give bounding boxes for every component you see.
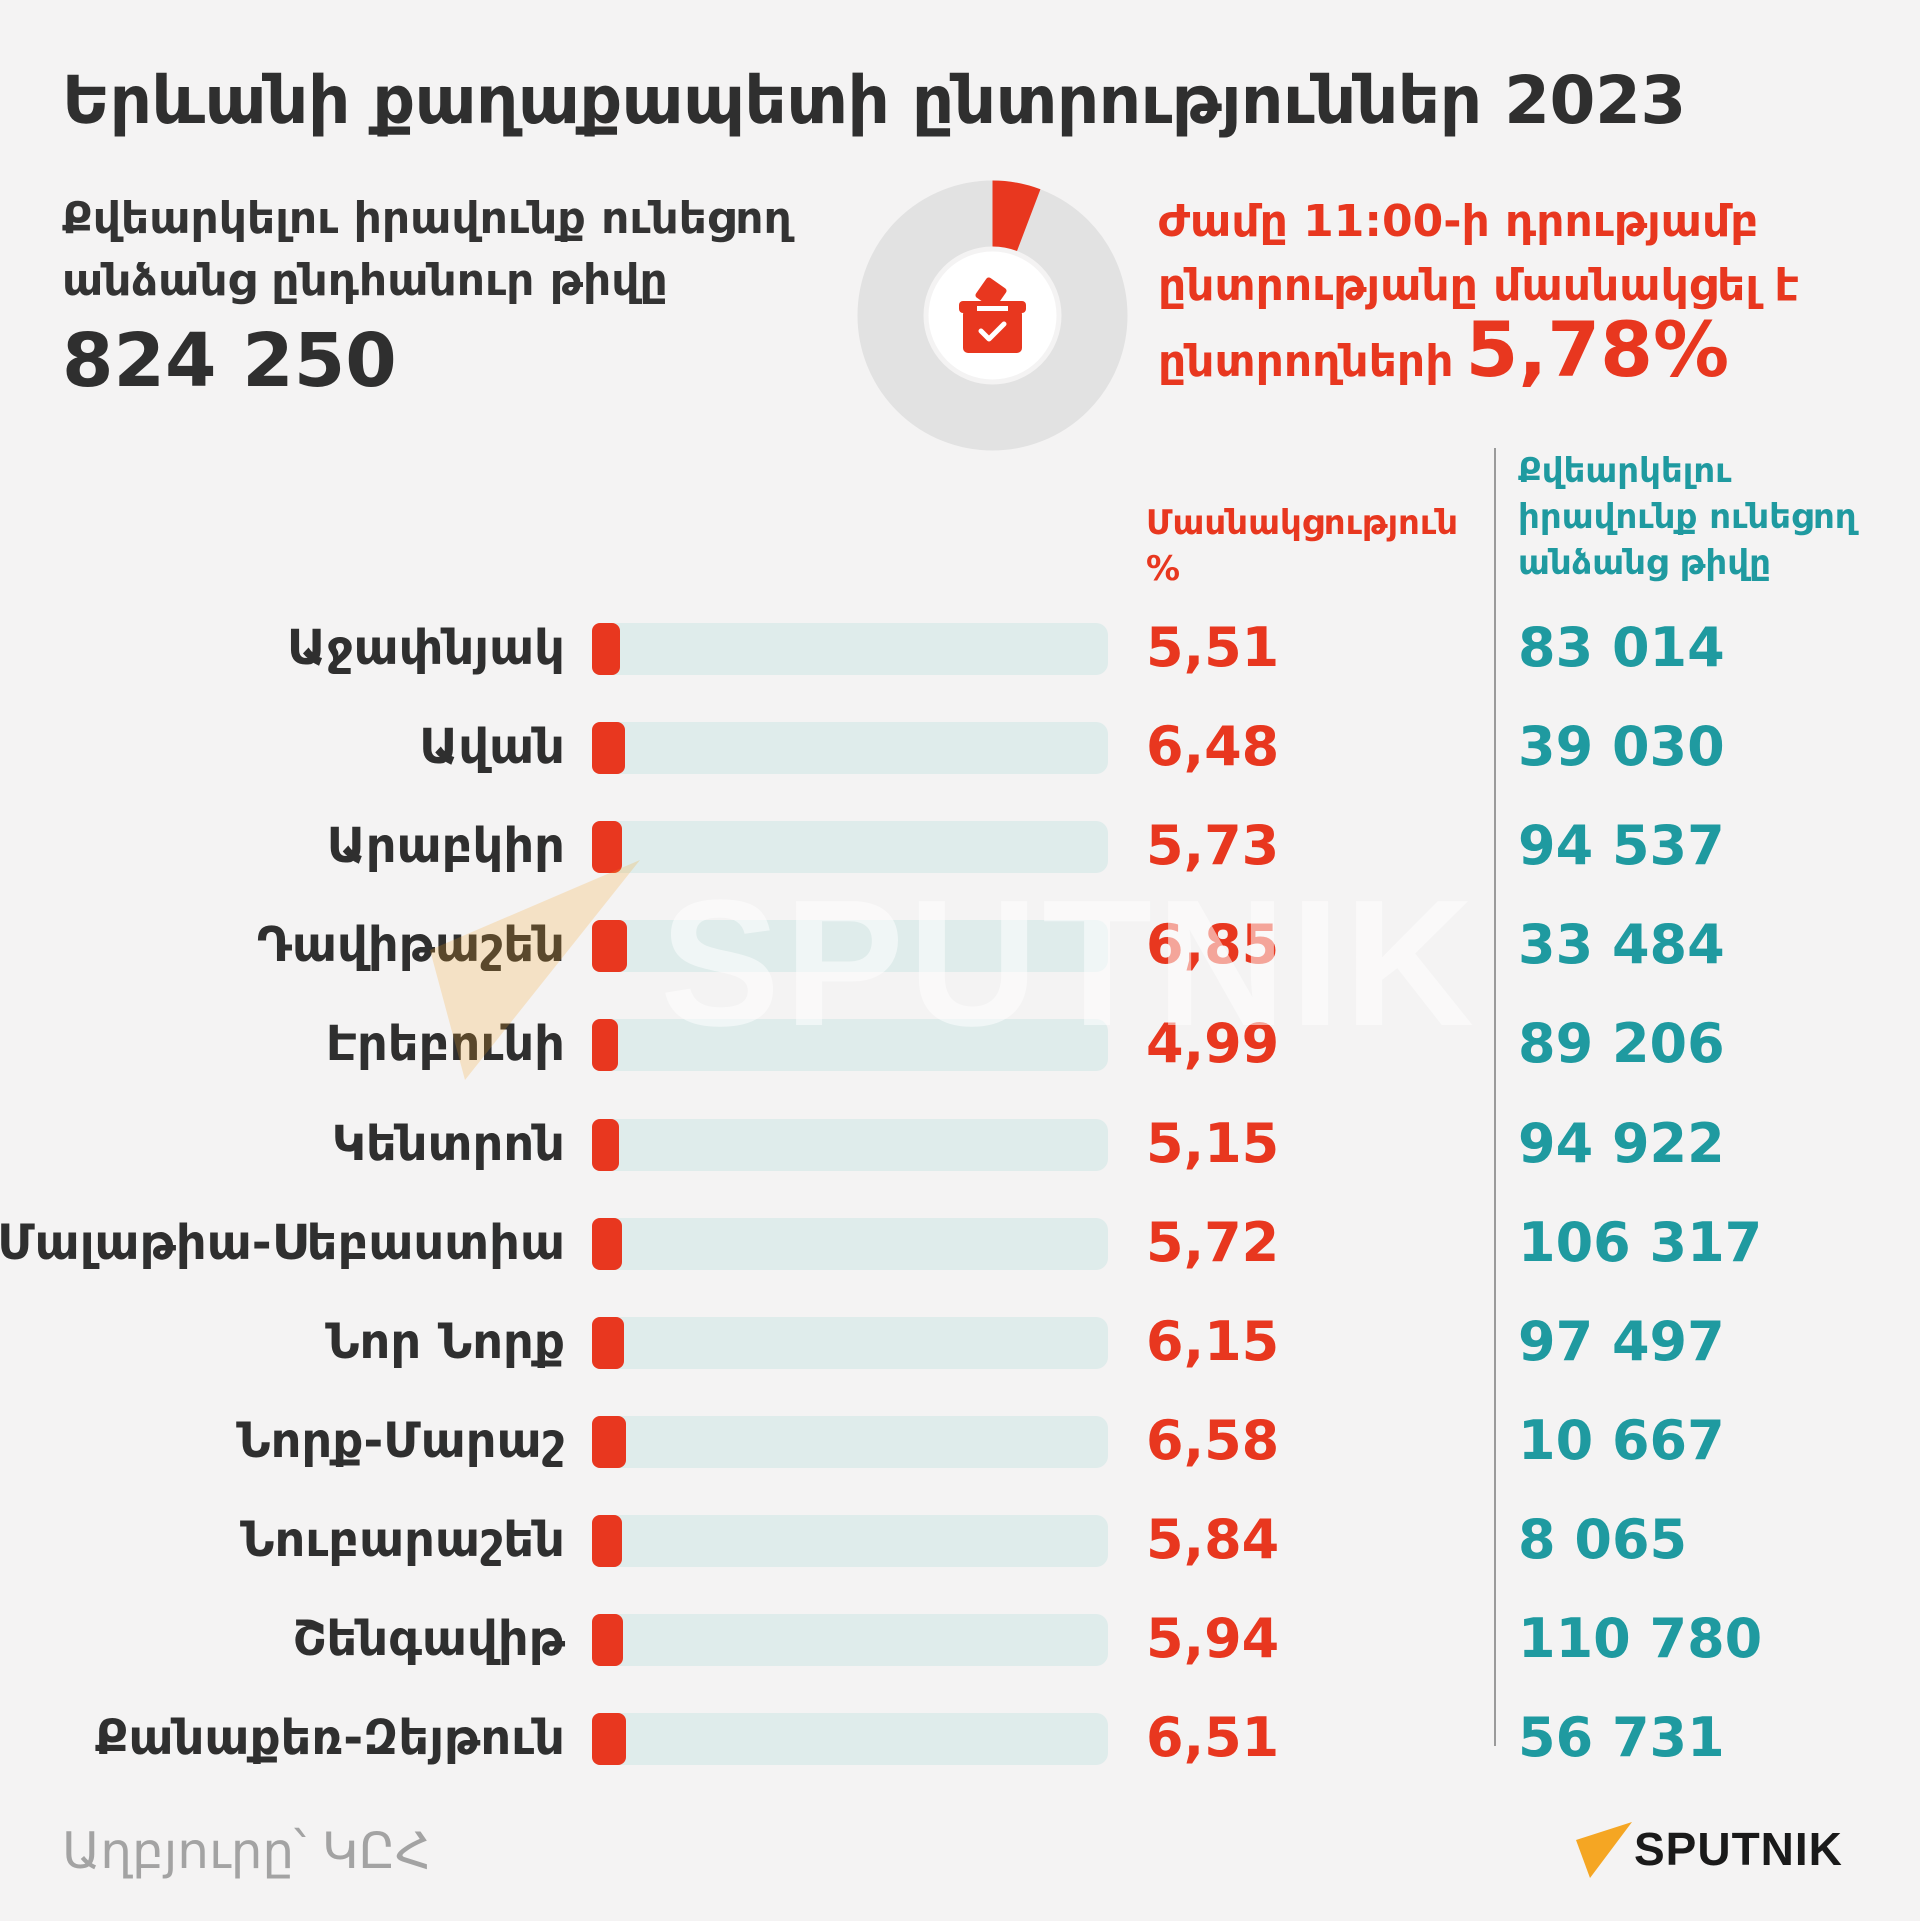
table-row: Մալաթիա-Սեբաստիա 5,72 106 317 — [0, 1210, 1920, 1274]
participation-bar — [592, 1713, 626, 1766]
turnout-donut — [855, 178, 1130, 453]
participation-bar — [592, 821, 622, 874]
participation-bar — [592, 920, 628, 973]
page-title: Երևանի քաղաքապետի ընտրություններ 2023 — [62, 62, 1686, 139]
registered-voters-value: 94 922 — [1518, 1111, 1725, 1175]
registered-voters-value: 83 014 — [1518, 616, 1725, 679]
participation-value: 4,99 — [1146, 1012, 1280, 1076]
turnout-value: 5,78% — [1465, 305, 1730, 394]
registered-voters-value: 10 667 — [1518, 1408, 1725, 1472]
voters-column-header: Քվեարկելու իրավունք ունեցող անձանց թիվը — [1518, 451, 1857, 583]
registered-voters-value: 56 731 — [1518, 1706, 1725, 1770]
table-row: Արաբկիր 5,73 94 537 — [0, 816, 1920, 876]
participation-value: 5,94 — [1146, 1607, 1280, 1670]
participation-bar — [592, 1614, 623, 1666]
table-row: Կենտրոն 5,15 94 922 — [0, 1111, 1920, 1175]
table-row: Նոր Նորք 6,15 97 497 — [0, 1309, 1920, 1373]
voters-total: 824 250 — [62, 318, 397, 404]
participation-value: 5,51 — [1146, 616, 1280, 679]
table-row: Դավիթաշեն 6,85 33 484 — [0, 915, 1920, 975]
bar-track — [592, 1713, 1108, 1766]
registered-voters-value: 8 065 — [1518, 1507, 1688, 1571]
district-label: Աջափնյակ — [287, 620, 565, 676]
participation-value: 6,15 — [1146, 1309, 1280, 1373]
registered-voters-value: 33 484 — [1518, 913, 1725, 977]
registered-voters-value: 39 030 — [1518, 715, 1725, 779]
table-row: Նորք-Մարաշ 6,58 10 667 — [0, 1408, 1920, 1472]
registered-voters-value: 110 780 — [1518, 1607, 1763, 1670]
registered-voters-value: 97 497 — [1518, 1309, 1725, 1373]
registered-voters-value: 89 206 — [1518, 1012, 1725, 1076]
district-label: Նուբարաշեն — [240, 1511, 565, 1568]
bar-track — [592, 722, 1108, 775]
table-row: Շենգավիթ 5,94 110 780 — [0, 1609, 1920, 1669]
table-row: Նուբարաշեն 5,84 8 065 — [0, 1507, 1920, 1571]
turnout-statement: Ժամը 11:00-ի դրությամբ ընտրությանը մասնա… — [1158, 190, 1898, 394]
bar-track — [592, 920, 1108, 973]
district-label: Էրեբունի — [325, 1016, 565, 1073]
district-label: Ավան — [419, 719, 565, 776]
participation-bar — [592, 1217, 622, 1270]
voters-caption: Քվեարկելու իրավունք ունեցող անձանց ընդհա… — [62, 193, 792, 306]
participation-value: 6,51 — [1146, 1706, 1280, 1770]
participation-column-header: Մասնակցություն % — [1146, 503, 1459, 589]
participation-bar — [592, 1019, 618, 1072]
bar-track — [592, 1118, 1108, 1171]
participation-value: 6,58 — [1146, 1408, 1280, 1472]
bar-track — [592, 821, 1108, 874]
donut-turnout-slice — [992, 180, 1041, 252]
column-divider — [1494, 448, 1496, 1746]
district-label: Նոր Նորք — [325, 1313, 565, 1370]
participation-bar — [592, 722, 626, 775]
bar-track — [592, 623, 1108, 675]
district-label: Կենտրոն — [331, 1115, 565, 1172]
participation-bar — [592, 1316, 624, 1369]
registered-voters-value: 106 317 — [1518, 1210, 1763, 1274]
participation-value: 6,48 — [1146, 715, 1280, 779]
participation-value: 5,15 — [1146, 1111, 1280, 1175]
table-row: Քանաքեռ-Զեյթուն 6,51 56 731 — [0, 1708, 1920, 1768]
source-note: Աղբյուրը՝ ԿԸՀ — [62, 1822, 431, 1880]
table-row: Աջափնյակ 5,51 83 014 — [0, 618, 1920, 678]
sputnik-logo-icon — [1576, 1822, 1632, 1878]
bar-track — [592, 1614, 1108, 1666]
bar-track — [592, 1316, 1108, 1369]
district-label: Շենգավիթ — [292, 1611, 565, 1667]
participation-value: 5,72 — [1146, 1210, 1280, 1274]
participation-bar — [592, 623, 621, 675]
bar-track — [592, 1019, 1108, 1072]
participation-bar — [592, 1415, 626, 1468]
table-row: Էրեբունի 4,99 89 206 — [0, 1014, 1920, 1074]
sputnik-logo-text: SPUTNIK — [1634, 1823, 1843, 1875]
district-label: Դավիթաշեն — [256, 917, 565, 974]
table-row: Ավան 6,48 39 030 — [0, 717, 1920, 777]
turnout-caption: Ժամը 11:00-ի դրությամբ ընտրությանը մասնա… — [1158, 196, 1800, 387]
participation-value: 5,73 — [1146, 814, 1280, 878]
turnout-donut-svg — [857, 180, 1128, 451]
participation-bar — [592, 1514, 623, 1567]
registered-voters-value: 94 537 — [1518, 814, 1725, 878]
district-label: Մալաթիա-Սեբաստիա — [0, 1214, 565, 1271]
bar-track — [592, 1217, 1108, 1270]
district-label: Նորք-Մարաշ — [236, 1412, 565, 1469]
bar-track — [592, 1514, 1108, 1567]
participation-value: 6,85 — [1146, 913, 1280, 977]
district-label: Արաբկիր — [326, 818, 565, 875]
ballot-box-icon — [959, 277, 1026, 353]
participation-value: 5,84 — [1146, 1507, 1280, 1571]
participation-bar — [592, 1118, 619, 1171]
bar-track — [592, 1415, 1108, 1468]
district-label: Քանաքեռ-Զեյթուն — [95, 1710, 565, 1767]
